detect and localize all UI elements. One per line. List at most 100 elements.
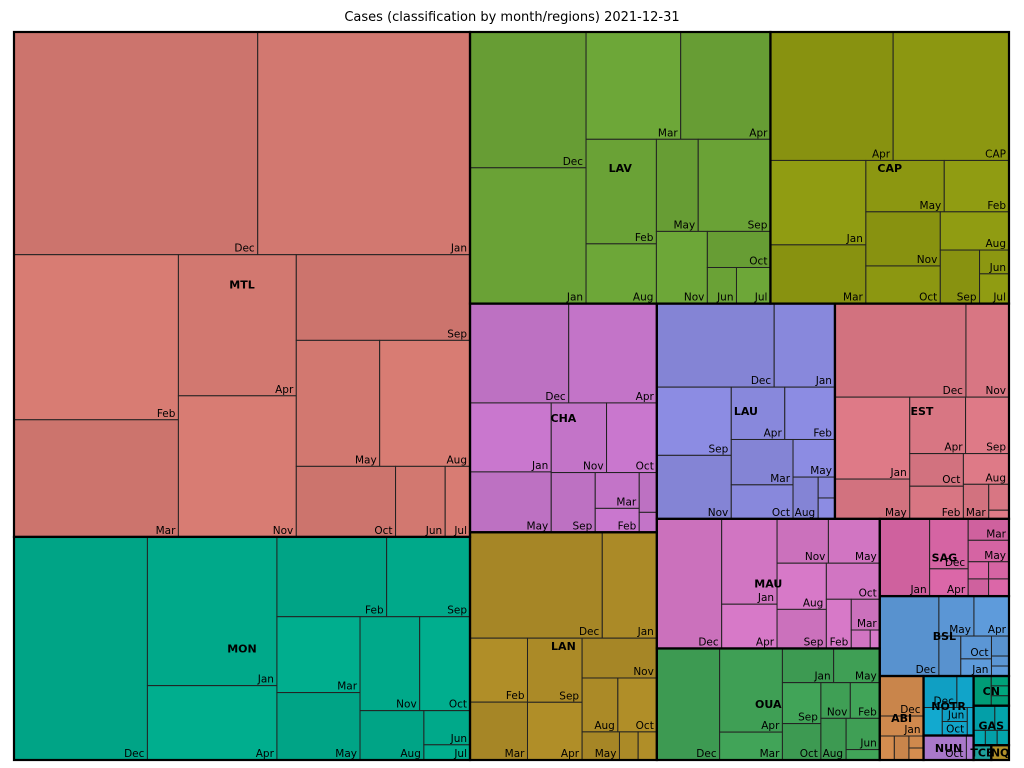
month-label-lan-mar: Mar <box>505 748 525 760</box>
cell-mau-mar <box>850 598 881 631</box>
cell-bsl-jun <box>990 655 1010 667</box>
cell-bsl-sep <box>990 665 1010 677</box>
region-label-lan: LAN <box>551 640 576 653</box>
region-label-gas: GAS <box>979 719 1005 732</box>
cell-mtl-may <box>295 339 381 467</box>
month-label-oua-oct: Oct <box>800 748 818 760</box>
cell-mtl-feb <box>13 254 179 421</box>
month-label-lau-aug: Aug <box>795 507 816 519</box>
month-label-cha-oct: Oct <box>636 461 654 473</box>
cell-est-dec <box>834 303 967 398</box>
month-label-nun-oct: Oct <box>945 748 963 760</box>
cell-lav-mar <box>585 31 682 140</box>
cell-lav-apr <box>680 31 771 140</box>
month-label-mau-nov: Nov <box>805 551 826 563</box>
month-label-mon-jan: Jan <box>257 674 274 686</box>
month-label-cap-jan: Jan <box>846 233 863 245</box>
cell-sag-sep <box>967 561 990 580</box>
region-label-lav: LAV <box>609 162 633 175</box>
cell-mon-may <box>276 692 361 761</box>
month-label-sag-apr: Apr <box>947 584 966 596</box>
month-label-mtl-jul: Jul <box>453 525 467 537</box>
cell-mtl-nov <box>177 395 297 538</box>
cell-mon-oct <box>419 616 471 712</box>
month-label-cap-cap: CAP <box>985 148 1006 160</box>
month-label-mon-may: May <box>335 748 357 760</box>
cell-cap-may <box>865 159 945 213</box>
region-label-mau: MAU <box>754 578 782 591</box>
cell-gas-sep <box>973 729 986 746</box>
month-label-mon-dec: Dec <box>124 748 145 760</box>
month-label-cap-may: May <box>920 200 942 212</box>
month-label-mtl-jan: Jan <box>450 243 467 255</box>
treemap-cells <box>13 31 1010 761</box>
region-label-sag: SAG <box>932 551 957 564</box>
month-label-lan-feb: Feb <box>506 690 525 702</box>
region-label-cha: CHA <box>551 412 577 425</box>
month-label-mtl-mar: Mar <box>156 525 176 537</box>
cell-lav-aug <box>585 243 657 305</box>
month-label-notr-jun: Jun <box>947 710 964 722</box>
region-label-oua: OUA <box>755 698 782 711</box>
cell-mau-nov <box>776 518 829 564</box>
cell-sag-jan <box>879 518 931 597</box>
cell-cap-feb <box>943 159 1010 213</box>
month-label-cha-may: May <box>527 520 549 532</box>
month-label-mon-jul: Jul <box>453 748 467 760</box>
month-label-oua-jun: Jun <box>859 738 876 750</box>
month-label-lav-jul: Jul <box>754 292 768 304</box>
cell-mtl-dec <box>13 31 259 256</box>
cell-cha-jun <box>638 472 658 513</box>
cell-notr-dec <box>923 675 958 709</box>
cell-cha-oct <box>606 402 658 474</box>
month-label-bsl-may: May <box>949 624 971 636</box>
cell-cha-apr <box>568 303 658 404</box>
month-label-lav-nov: Nov <box>684 292 705 304</box>
cell-mtl-sep <box>295 254 471 341</box>
month-label-oua-dec: Dec <box>696 748 717 760</box>
month-label-mon-oct: Oct <box>449 699 467 711</box>
region-label-lau: LAU <box>734 405 758 418</box>
month-label-oua-feb: Feb <box>858 706 877 718</box>
month-label-lan-sep: Sep <box>559 690 579 702</box>
month-label-cha-apr: Apr <box>636 391 655 403</box>
month-label-lan-oct: Oct <box>636 720 654 732</box>
cell-lau-jun <box>817 476 836 499</box>
cell-oua-feb <box>849 682 881 719</box>
month-label-mtl-dec: Dec <box>234 243 255 255</box>
month-label-abi-jan: Jan <box>903 724 920 736</box>
month-label-cap-sep: Sep <box>957 292 977 304</box>
month-label-cap-mar: Mar <box>843 292 863 304</box>
cell-sag-aug <box>988 578 1010 597</box>
month-label-cha-sep: Sep <box>572 520 592 532</box>
cell-mon-dec <box>13 536 148 761</box>
cell-lan-feb <box>469 637 528 703</box>
cell-cap-cap <box>892 31 1010 161</box>
month-label-lav-may: May <box>674 219 696 231</box>
month-label-lav-oct: Oct <box>749 255 767 267</box>
month-label-mon-mar: Mar <box>337 681 357 693</box>
month-label-lau-dec: Dec <box>751 375 772 387</box>
month-label-lav-jan: Jan <box>566 292 583 304</box>
cell-abi-feb <box>893 735 910 761</box>
month-label-mon-aug: Aug <box>400 748 421 760</box>
month-label-lau-oct: Oct <box>772 507 790 519</box>
cell-sag-nov <box>967 578 990 597</box>
cell-cap-mar <box>769 244 867 305</box>
month-label-oua-apr: Apr <box>761 720 780 732</box>
cell-lan-jan <box>601 531 658 639</box>
month-label-lau-sep: Sep <box>708 443 728 455</box>
cell-est-apr <box>909 396 967 455</box>
cell-lav-may <box>655 138 699 232</box>
cell-bsl-may <box>938 595 975 637</box>
month-label-lau-apr: Apr <box>764 427 783 439</box>
cell-sag-apr <box>929 568 969 597</box>
month-label-cap-aug: Aug <box>985 238 1006 250</box>
cell-mau-jan <box>721 518 778 605</box>
cell-nun-oct <box>923 735 967 761</box>
region-label-mon: MON <box>227 642 257 655</box>
month-label-lav-dec: Dec <box>563 156 584 168</box>
month-label-lau-may: May <box>810 465 832 477</box>
month-label-bsl-apr: Apr <box>988 624 1007 636</box>
cell-mau-aug <box>776 562 827 610</box>
